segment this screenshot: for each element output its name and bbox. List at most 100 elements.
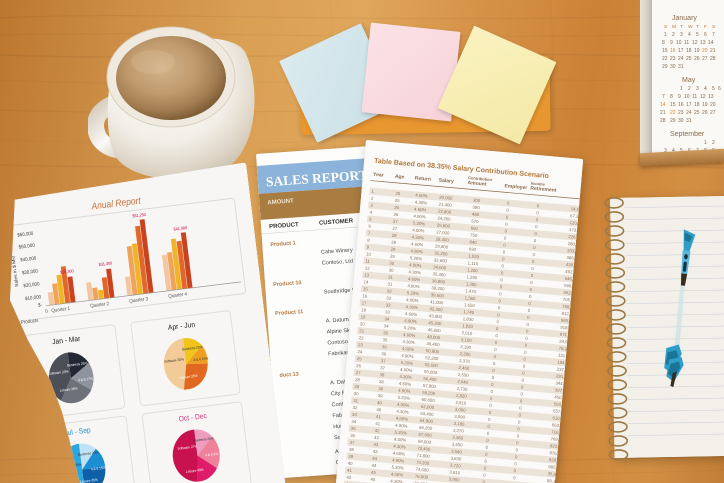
svg-text:42,400: 42,400 [429, 306, 443, 312]
svg-text:4.00%: 4.00% [409, 262, 422, 268]
svg-text:13: 13 [700, 40, 706, 46]
svg-text:2,640: 2,640 [457, 379, 469, 385]
svg-text:1,560: 1,560 [464, 295, 476, 301]
svg-text:480: 480 [472, 212, 480, 218]
svg-text:3,900: 3,900 [449, 477, 461, 483]
svg-text:9: 9 [670, 40, 673, 46]
svg-text:S: S [664, 24, 667, 30]
svg-text:5.20%: 5.20% [397, 395, 410, 401]
svg-text:2,190: 2,190 [460, 344, 472, 350]
svg-text:1,920: 1,920 [462, 323, 474, 329]
svg-text:70,400: 70,400 [417, 446, 431, 452]
svg-text:Return: Return [415, 175, 432, 182]
svg-text:41,000: 41,000 [430, 299, 444, 305]
svg-text:18: 18 [694, 102, 700, 108]
svg-text:10: 10 [684, 94, 690, 100]
svg-text:20: 20 [702, 48, 708, 54]
svg-text:25: 25 [694, 110, 700, 116]
svg-text:4.00%: 4.00% [394, 437, 407, 443]
svg-text:5: 5 [712, 86, 715, 92]
svg-text:15: 15 [670, 102, 676, 108]
svg-text:1,380: 1,380 [466, 281, 478, 287]
svg-text:12: 12 [700, 94, 706, 100]
svg-text:4.90%: 4.90% [398, 388, 411, 394]
svg-text:5.20%: 5.20% [394, 430, 407, 436]
svg-text:S: S [712, 24, 715, 30]
svg-text:3,540: 3,540 [451, 449, 463, 455]
svg-text:15: 15 [662, 48, 668, 54]
svg-text:1,200: 1,200 [467, 267, 479, 273]
svg-text:4.90%: 4.90% [392, 458, 405, 464]
svg-text:3,450: 3,450 [452, 442, 464, 448]
svg-text:3,090: 3,090 [454, 414, 466, 420]
svg-text:5.20%: 5.20% [401, 360, 414, 366]
svg-text:4: 4 [704, 86, 707, 92]
svg-text:14: 14 [708, 40, 714, 46]
svg-text:31: 31 [686, 118, 692, 124]
svg-text:4.90%: 4.90% [407, 283, 420, 289]
svg-text:18: 18 [686, 48, 692, 54]
svg-text:24: 24 [686, 110, 692, 116]
svg-text:1,830: 1,830 [463, 316, 475, 322]
svg-text:930: 930 [469, 246, 477, 252]
svg-text:4.60%: 4.60% [414, 206, 427, 212]
svg-text:4.00%: 4.00% [415, 193, 428, 199]
svg-text:1: 1 [704, 140, 707, 146]
svg-text:390: 390 [472, 205, 480, 211]
svg-text:4.30%: 4.30% [399, 374, 412, 380]
svg-text:53,600: 53,600 [424, 362, 438, 368]
svg-text:2,550: 2,550 [458, 372, 470, 378]
svg-text:3,360: 3,360 [452, 435, 464, 441]
svg-text:26: 26 [694, 56, 700, 62]
svg-text:4.60%: 4.60% [399, 381, 412, 387]
svg-text:1: 1 [664, 32, 667, 38]
svg-text:4.30%: 4.30% [408, 269, 421, 275]
svg-text:43,800: 43,800 [429, 313, 443, 319]
svg-text:4.60%: 4.60% [393, 451, 406, 457]
svg-text:F: F [704, 24, 707, 30]
svg-text:4.90%: 4.90% [410, 248, 423, 254]
svg-text:46,600: 46,600 [427, 327, 441, 333]
svg-text:840: 840 [469, 239, 477, 245]
svg-text:16: 16 [670, 48, 676, 54]
svg-text:22: 22 [670, 110, 676, 116]
svg-text:6: 6 [718, 86, 721, 92]
svg-text:29: 29 [670, 118, 676, 124]
svg-text:23: 23 [678, 110, 684, 116]
svg-text:5.20%: 5.20% [410, 255, 423, 261]
svg-text:16: 16 [678, 102, 684, 108]
svg-text:74,600: 74,600 [415, 467, 429, 473]
svg-text:31,200: 31,200 [434, 250, 448, 256]
svg-text:5.20%: 5.20% [404, 325, 417, 331]
svg-text:1,290: 1,290 [466, 274, 478, 280]
svg-text:2,370: 2,370 [459, 358, 471, 364]
svg-text:660: 660 [471, 225, 479, 231]
svg-text:4.60%: 4.60% [408, 276, 421, 282]
svg-text:4.00%: 4.00% [406, 297, 419, 303]
svg-text:2,820: 2,820 [456, 393, 468, 399]
svg-text:30: 30 [678, 118, 684, 124]
svg-text:T: T [680, 24, 683, 30]
svg-text:10: 10 [676, 40, 682, 46]
svg-text:4.30%: 4.30% [415, 199, 428, 205]
svg-text:27: 27 [710, 110, 716, 116]
svg-text:2: 2 [712, 140, 715, 146]
svg-text:71,800: 71,800 [417, 453, 431, 459]
svg-text:September: September [670, 131, 705, 138]
svg-text:7: 7 [712, 32, 715, 38]
svg-text:2,460: 2,460 [458, 365, 470, 371]
svg-text:19: 19 [694, 48, 700, 54]
svg-text:38,200: 38,200 [431, 285, 445, 291]
svg-text:55,000: 55,000 [424, 369, 438, 375]
svg-text:Age: Age [395, 174, 405, 181]
svg-text:56,400: 56,400 [423, 376, 437, 382]
svg-text:2,280: 2,280 [460, 351, 472, 357]
svg-text:2,010: 2,010 [461, 330, 473, 336]
svg-text:31: 31 [678, 64, 684, 70]
svg-text:5.20%: 5.20% [413, 220, 426, 226]
svg-text:4.60%: 4.60% [396, 416, 409, 422]
svg-text:57,800: 57,800 [423, 383, 437, 389]
svg-text:W: W [688, 24, 693, 30]
svg-text:11: 11 [692, 94, 697, 100]
svg-text:29,800: 29,800 [435, 243, 449, 249]
